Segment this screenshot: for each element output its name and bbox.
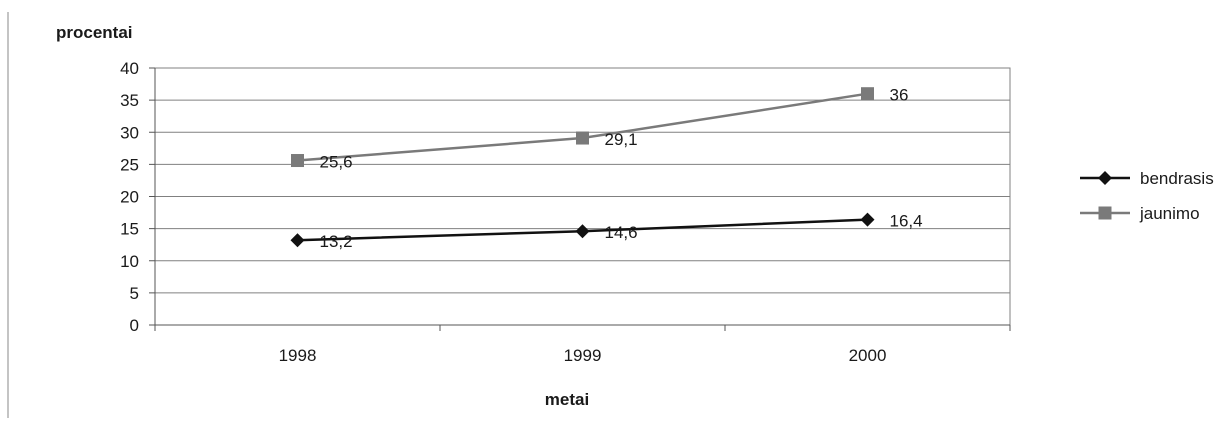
legend: bendrasis jaunimo [1080,169,1214,223]
axes: 0 5 10 15 20 25 30 35 40 1998 1999 2000 [120,59,1011,365]
gridlines [154,67,1011,326]
y-tick-label: 15 [120,220,139,239]
y-tick-label: 20 [120,188,139,207]
data-point-jaunimo [861,87,874,101]
legend-marker-bendrasis [1098,171,1112,185]
data-point-bendrasis [290,233,305,248]
x-tick-label: 1999 [564,346,602,365]
legend-label-jaunimo: jaunimo [1139,204,1200,223]
data-label-bendrasis: 16,4 [890,212,923,231]
data-label-jaunimo: 25,6 [320,153,353,172]
x-tick-label: 1998 [279,346,317,365]
legend-marker-jaunimo [1098,206,1112,220]
y-tick-label: 10 [120,252,139,271]
legend-label-bendrasis: bendrasis [1140,169,1214,188]
series-layer: 13,2 14,6 16,4 25,6 29,1 36 [290,86,923,251]
data-label-bendrasis: 14,6 [605,223,638,242]
x-tick-label: 2000 [849,346,887,365]
data-label-jaunimo: 36 [890,86,909,105]
data-point-jaunimo [576,131,589,145]
y-tick-label: 35 [120,91,139,110]
data-point-bendrasis [860,212,875,227]
x-axis-title: metai [545,390,589,409]
series-line-jaunimo [297,92,868,162]
data-point-bendrasis [575,224,590,239]
y-tick-label: 25 [120,155,139,174]
y-tick-label: 0 [130,316,139,335]
data-label-bendrasis: 13,2 [320,232,353,251]
data-point-jaunimo [291,154,304,168]
y-axis-title: procentai [56,23,133,42]
y-tick-label: 30 [120,123,139,142]
data-label-jaunimo: 29,1 [605,130,638,149]
y-tick-label: 40 [120,59,139,78]
y-tick-label: 5 [130,284,139,303]
